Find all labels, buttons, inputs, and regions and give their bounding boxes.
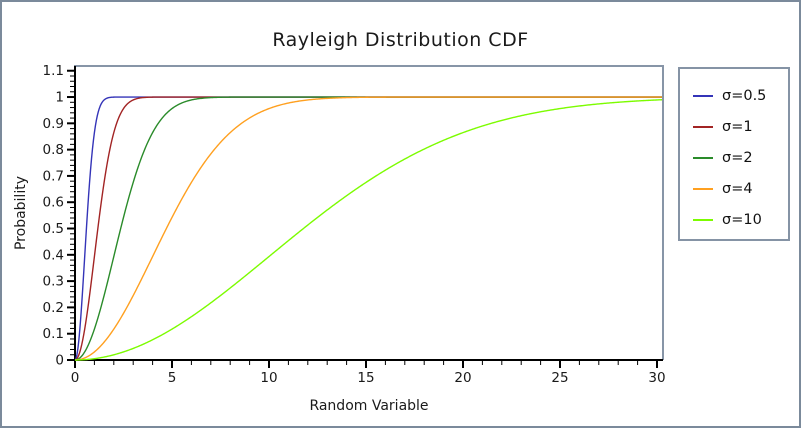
legend-swatch-line — [693, 156, 713, 159]
curve-sigma-4 — [75, 96, 662, 361]
legend-item: σ=2 — [680, 142, 788, 173]
x-tick-label: 30 — [648, 370, 665, 386]
x-tick-label: 20 — [454, 370, 471, 386]
x-tick-label: 0 — [71, 370, 80, 386]
legend-item: σ=0.5 — [680, 80, 788, 111]
legend-item: σ=10 — [680, 205, 788, 236]
y-tick-label: 0 — [55, 353, 64, 369]
curve-sigma-0.5 — [75, 96, 662, 361]
x-tick-label: 5 — [168, 370, 177, 386]
legend-swatch-line — [693, 219, 713, 222]
y-tick-label: 1 — [55, 90, 64, 106]
y-tick-label: 0.5 — [43, 221, 64, 237]
legend-label: σ=0.5 — [722, 87, 767, 104]
curve-sigma-10 — [75, 99, 662, 361]
y-tick-label: 0.3 — [43, 274, 64, 290]
y-tick-label: 0.7 — [43, 168, 64, 184]
y-tick-label: 0.4 — [43, 247, 64, 263]
legend-label: σ=4 — [722, 181, 753, 198]
legend: σ=0.5 σ=1 σ=2 σ=4 σ=10 — [678, 67, 790, 241]
y-tick-label: 0.2 — [43, 300, 64, 316]
x-tick-label: 25 — [551, 370, 568, 386]
chart-title: Rayleigh Distribution CDF — [272, 29, 529, 51]
legend-label: σ=2 — [722, 149, 753, 166]
curve-sigma-1 — [75, 96, 662, 361]
y-axis-title: Probability — [13, 176, 29, 251]
legend-swatch-line — [693, 94, 713, 97]
y-tick-label: 1.1 — [43, 63, 64, 79]
y-tick-label: 0.6 — [43, 195, 64, 211]
y-tick-label: 0.9 — [43, 116, 64, 132]
x-tick-label: 10 — [260, 370, 277, 386]
y-tick-label: 0.8 — [43, 142, 64, 158]
legend-swatch-line — [693, 125, 713, 128]
legend-label: σ=10 — [722, 212, 762, 229]
y-tick-label: 0.1 — [43, 326, 64, 342]
legend-swatch-line — [693, 188, 713, 191]
curve-sigma-2 — [75, 96, 662, 361]
x-axis-title: Random Variable — [309, 398, 429, 414]
legend-label: σ=1 — [722, 118, 753, 135]
legend-item: σ=1 — [680, 111, 788, 142]
legend-item: σ=4 — [680, 174, 788, 205]
x-tick-label: 15 — [357, 370, 374, 386]
